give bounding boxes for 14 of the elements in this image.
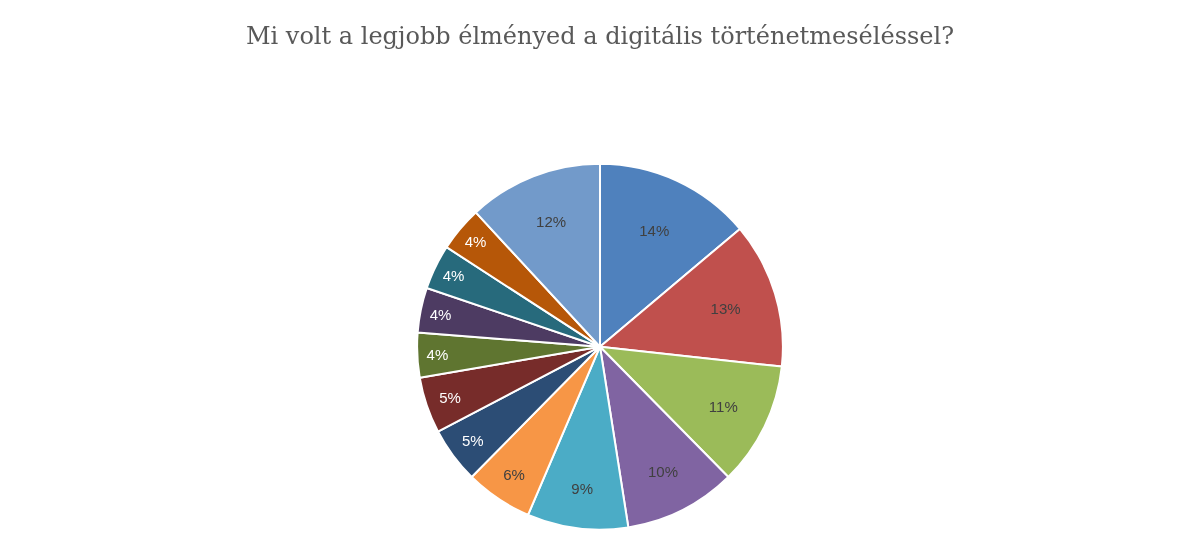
data-label: 4%: [426, 345, 449, 363]
data-label: 4%: [429, 305, 452, 323]
data-label: 5%: [461, 432, 484, 450]
data-label: 4%: [442, 267, 465, 285]
data-label: 6%: [503, 466, 525, 484]
data-label: 5%: [439, 389, 461, 407]
data-label: 4%: [464, 233, 487, 251]
data-label: 14%: [639, 221, 670, 239]
data-label: 11%: [708, 397, 738, 415]
data-label: 10%: [647, 463, 679, 481]
chart-title: Mi volt a legjobb élményed a digitális történetmeséléssel?: [245, 22, 955, 51]
data-label: 13%: [710, 299, 741, 317]
data-label: 9%: [571, 480, 594, 498]
data-label: 12%: [536, 213, 567, 231]
